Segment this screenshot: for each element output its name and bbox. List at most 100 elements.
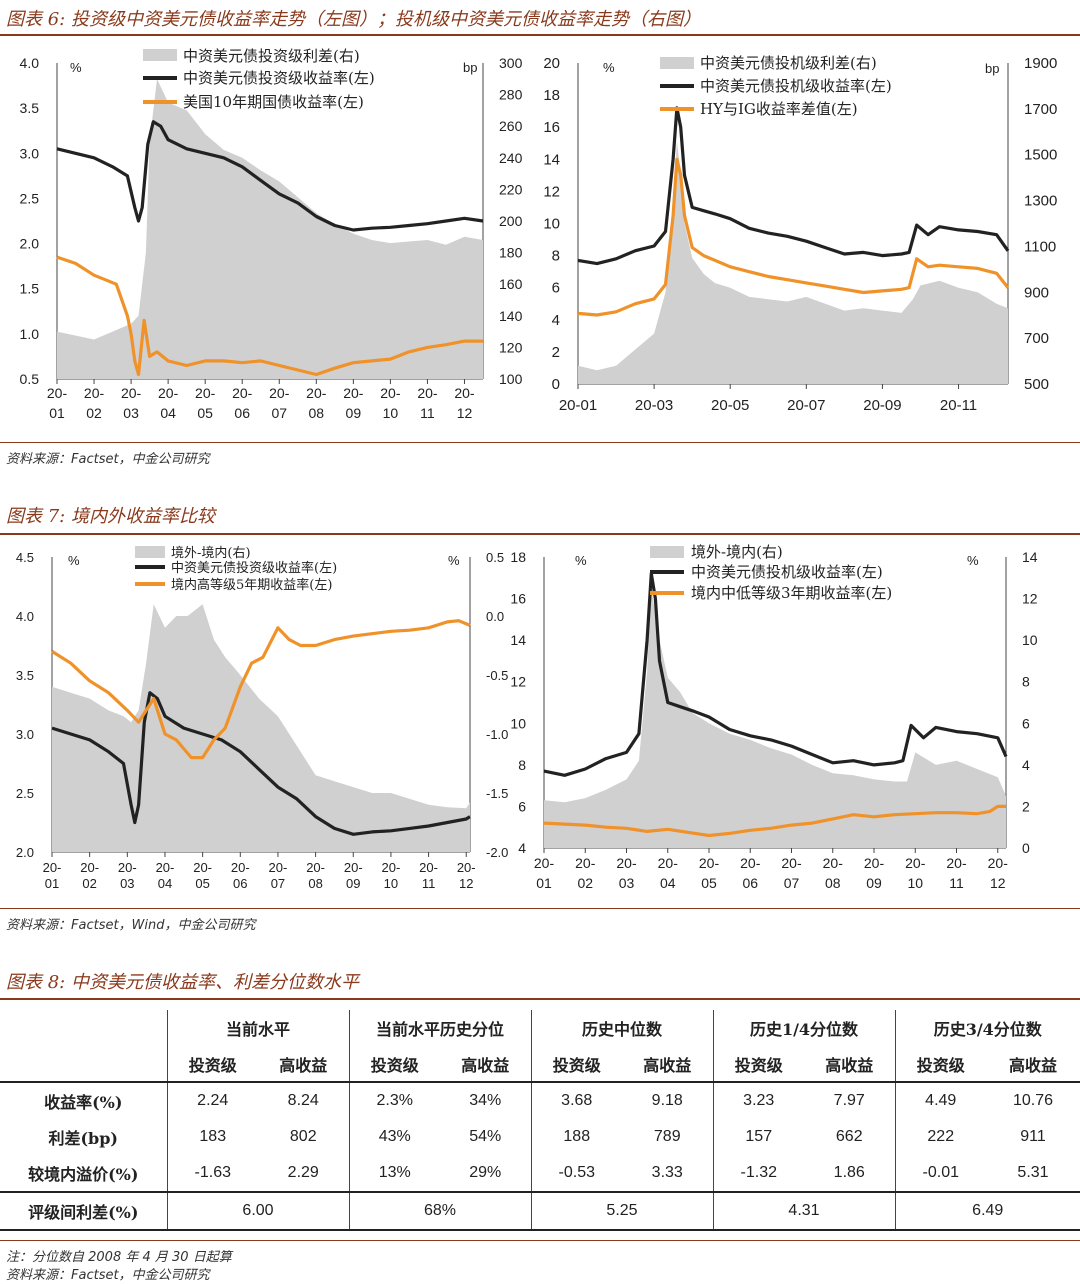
x-tick-label: 10 [907,875,923,891]
right-unit-label: bp [463,60,477,75]
y-tick-label-right: 700 [1024,330,1049,347]
table-cell: 54% [469,1128,502,1145]
fig8-top-rule [0,998,1080,1000]
x-tick-label: 20- [946,855,967,871]
x-tick-label: 04 [160,405,176,421]
fig6-top-rule [0,34,1080,36]
x-tick-label: 07 [784,875,800,891]
x-tick-label: 20-01 [559,397,597,414]
series-area-0 [544,588,1006,848]
fig8-note: 注：分位数自 2008 年 4 月 30 日起算 [6,1250,232,1265]
y-tick-label-left: 14 [543,151,560,168]
y-tick-label-right: 1300 [1024,193,1057,210]
legend-label-hy-ig-diff: HY与IG收益率差值(左) [700,100,858,118]
y-tick-label-left: 10 [510,715,526,731]
table-cell: 789 [653,1128,681,1145]
legend-swatch-offshore-onshore [135,546,165,558]
y-tick-label-left: 18 [543,87,560,104]
y-tick-label-right: 8 [1022,674,1030,690]
series-area-0 [578,141,1008,384]
y-tick-label-left: 2.5 [16,786,34,801]
table-cell: -0.01 [894,1155,986,1192]
y-tick-label-right: 4 [1022,757,1030,773]
x-tick-label: 03 [619,875,635,891]
x-tick-label: 03 [123,405,139,421]
series-area-0 [52,604,470,852]
x-tick-label: 20- [382,860,401,875]
legend-label-ig-yield: 中资美元债投资级收益率(左) [171,560,337,576]
left-unit-label: % [575,553,587,568]
x-tick-label: 20-11 [940,397,977,414]
y-tick-label-left: 6 [518,798,526,814]
table-cell: 2.24 [166,1082,258,1119]
group-header: 历史中位数 [530,1010,713,1046]
legend-label-spread: 中资美元债投资级利差(右) [183,47,360,65]
y-tick-label-left: 2.5 [20,190,40,206]
left-unit-label: % [603,60,615,75]
x-tick-label: 02 [577,875,593,891]
fig7-title: 图表 7: 境内外收益率比较 [6,506,215,527]
sub-header: 投资级 [348,1046,440,1082]
y-tick-label-right: -1.5 [486,786,508,801]
x-tick-label: 07 [271,405,287,421]
x-tick-label: 20- [232,385,253,401]
y-tick-label-right: 120 [499,339,523,355]
y-tick-label-right: 140 [499,308,523,324]
y-tick-label-right: 0.5 [486,550,504,565]
sub-header: 投资级 [166,1046,258,1082]
x-tick-label: 01 [45,876,59,891]
x-tick-label: 12 [990,875,1006,891]
x-tick-label: 20- [380,385,401,401]
sub-header: 高收益 [279,1055,328,1075]
table-cell: 7.97 [833,1092,865,1109]
group-header-row: 当前水平 当前水平历史分位 历史中位数 历史1/4分位数 历史3/4分位数 [0,1010,1080,1046]
series-line-1 [51,691,471,836]
group-header: 历史3/4分位数 [894,1010,1080,1046]
x-tick-label: 08 [309,405,325,421]
table-cell: -0.53 [530,1155,622,1192]
x-tick-label: 02 [86,405,102,421]
series-line-1 [543,572,1008,777]
legend-label-ust: 美国10年期国债收益率(左) [183,93,364,111]
x-tick-label: 20- [454,385,475,401]
y-tick-label-left: 0.5 [20,371,40,387]
x-tick-label: 20- [699,855,720,871]
y-tick-label-left: 4.0 [20,55,40,71]
table-cell: 157 [712,1119,804,1155]
y-tick-label-right: 2 [1022,798,1030,814]
x-tick-label: 20-09 [863,397,901,414]
series-line-2 [577,157,1010,317]
x-tick-label: 20- [823,855,844,871]
y-tick-label-right: 6 [1022,715,1030,731]
y-tick-label-left: 16 [510,591,526,607]
y-tick-label-right: 1700 [1024,101,1057,118]
sub-header-row: 投资级 高收益 投资级 高收益 投资级 高收益 投资级 高收益 投资级 高收益 [0,1046,1080,1082]
x-tick-label: 20- [193,860,212,875]
group-header: 当前水平历史分位 [348,1010,531,1046]
y-tick-label-right: 180 [499,245,523,261]
y-tick-label-right: -2.0 [486,845,508,860]
table-cell: 222 [894,1119,986,1155]
y-tick-label-left: 1.0 [20,326,40,342]
x-tick-label: 02 [82,876,96,891]
y-tick-label-right: 160 [499,276,523,292]
y-tick-label-left: 4.5 [16,550,34,565]
x-tick-label: 12 [457,405,473,421]
group-header: 当前水平 [166,1010,349,1046]
fig6-bottom-rule [0,442,1080,443]
table-cell: -1.32 [712,1155,804,1192]
table-row: 较境内溢价(%) -1.63 2.29 13% 29% -0.53 3.33 -… [0,1155,1080,1192]
right-unit-label: % [967,553,979,568]
y-tick-label-right: 14 [1022,549,1038,565]
table-cell: 8.24 [287,1092,319,1109]
table-cell: 911 [1020,1128,1046,1145]
x-tick-label: 04 [660,875,676,891]
y-tick-label-right: 0 [1022,840,1030,856]
x-tick-label: 20- [306,385,327,401]
y-tick-label-left: 12 [510,674,526,690]
x-tick-label: 04 [158,876,172,891]
x-tick-label: 20-03 [635,397,673,414]
sub-header: 投资级 [530,1046,622,1082]
legend-label-hy-yield: 中资美元债投机级收益率(左) [700,77,892,95]
x-tick-label: 20- [156,860,175,875]
